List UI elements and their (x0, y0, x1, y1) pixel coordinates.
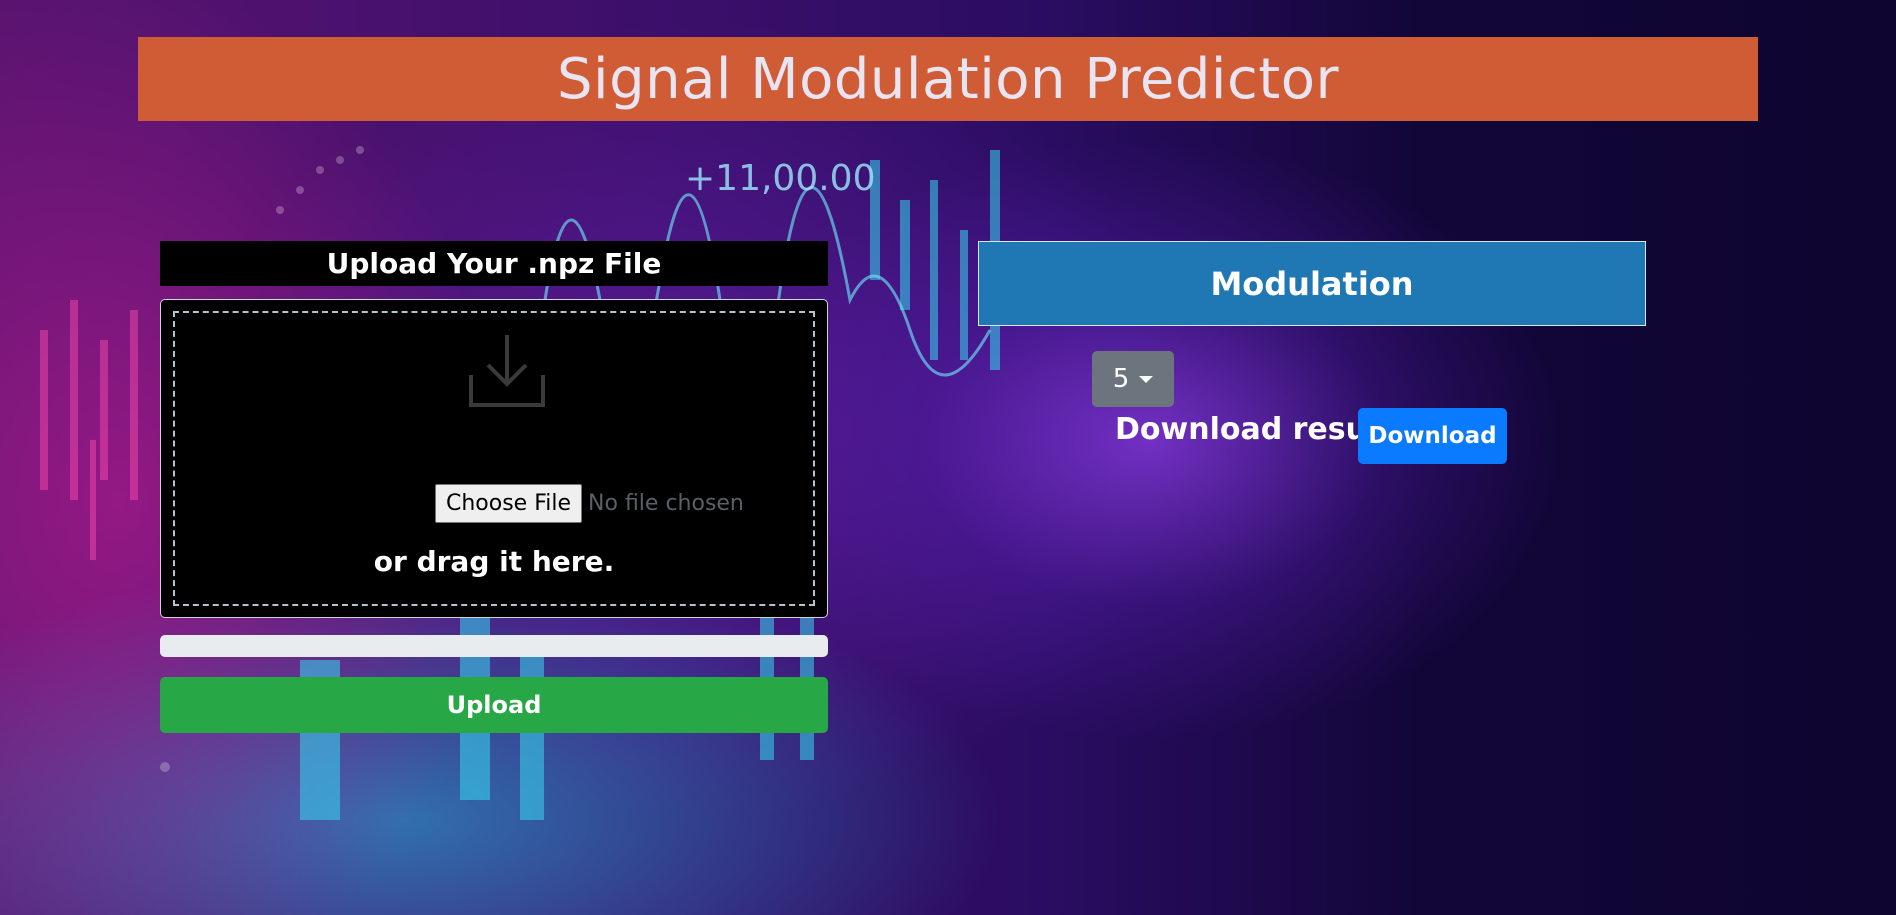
file-status-text: No file chosen (588, 491, 744, 516)
file-input[interactable]: Choose File No file chosen (435, 484, 744, 523)
caret-down-icon (1139, 375, 1154, 383)
choose-file-button[interactable]: Choose File (435, 484, 583, 523)
svg-text:+11,00.00: +11,00.00 (685, 158, 875, 199)
file-drop-zone[interactable]: Choose File No file chosen or drag it he… (160, 299, 828, 618)
upload-progress-bar (160, 635, 828, 657)
count-dropdown[interactable]: 5 (1092, 351, 1174, 407)
download-button[interactable]: Download (1358, 408, 1507, 464)
drop-zone-dashed-border: Choose File No file chosen or drag it he… (173, 311, 815, 606)
drag-hint: or drag it here. (373, 545, 615, 578)
page-title: Signal Modulation Predictor (556, 46, 1340, 112)
modulation-heading: Modulation (978, 241, 1646, 326)
upload-button[interactable]: Upload (160, 677, 828, 733)
dropdown-value: 5 (1112, 364, 1130, 394)
page-header: Signal Modulation Predictor (138, 37, 1758, 121)
download-tray-icon (469, 335, 545, 407)
upload-panel-title: Upload Your .npz File (160, 241, 828, 286)
